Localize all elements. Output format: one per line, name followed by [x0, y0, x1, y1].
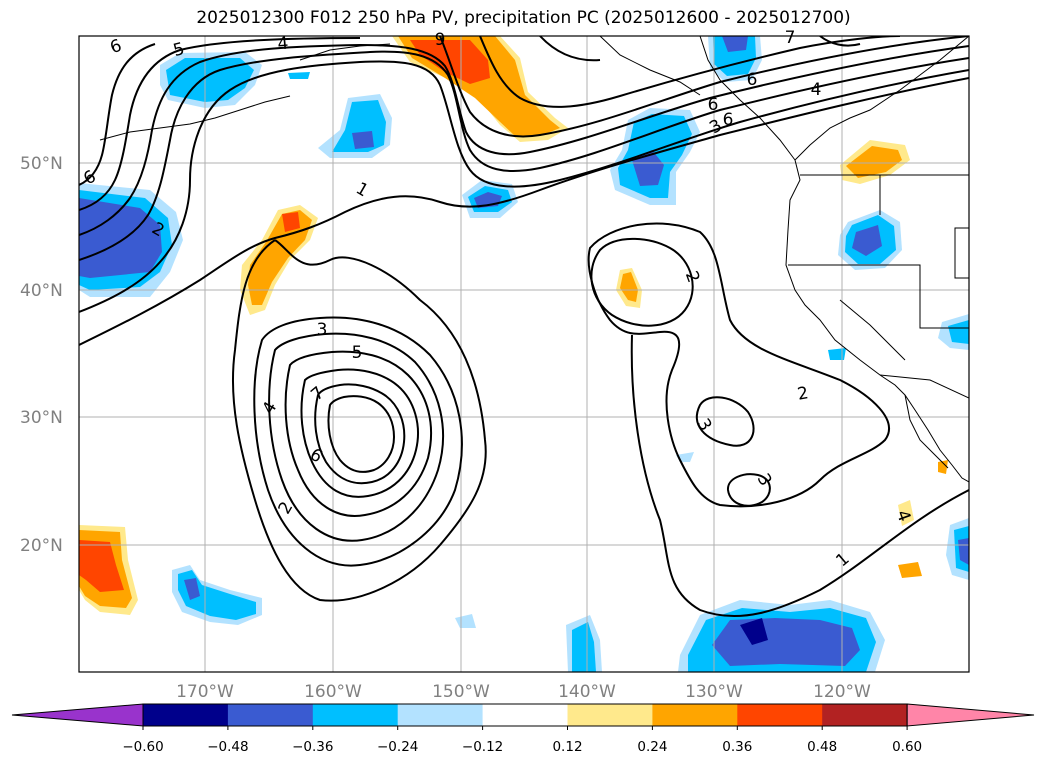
colorbar-tick-label: −0.12 — [462, 739, 503, 755]
contour-label: 6 — [723, 110, 734, 130]
lat-label: 50°N — [20, 154, 63, 174]
precip-blob-gulf — [462, 180, 518, 218]
map-frame — [78, 35, 970, 673]
precip-blob-nw — [160, 52, 310, 108]
contour-label: 2 — [796, 383, 810, 405]
contour-label: 9 — [435, 30, 446, 50]
precip-blob-hawaii-south — [172, 565, 262, 625]
colorbar-tick-label: 0.24 — [637, 739, 667, 755]
precip-blob-aleutian — [318, 94, 392, 158]
precip-blob-south-east — [678, 600, 885, 672]
precip-blob-nevada — [838, 210, 902, 270]
lon-label: 150°W — [432, 682, 490, 702]
colorbar-segment — [482, 704, 568, 726]
lon-label: 170°W — [176, 682, 234, 702]
colorbar-segment — [822, 704, 908, 726]
contour-label: 3 — [317, 320, 328, 340]
precip-blob-east — [938, 314, 969, 350]
colorbar-tick-label: 0.36 — [722, 739, 752, 755]
colorbar-segment — [737, 704, 823, 726]
contour-label: 6 — [708, 95, 719, 115]
colorbar-tick-label: 0.48 — [807, 739, 837, 755]
contour-label: 6 — [107, 36, 124, 58]
colorbar-extend-low — [11, 703, 144, 727]
colorbar-segment — [312, 704, 399, 726]
contour-label: 1 — [352, 179, 371, 202]
colorbar-segment — [397, 704, 484, 726]
figure-title: 2025012300 F012 250 hPa PV, precipitatio… — [196, 8, 851, 28]
precip-blob-central-orange — [240, 205, 318, 315]
colorbar-frame — [142, 703, 908, 727]
precip-shading — [79, 36, 969, 672]
lat-label: 30°N — [20, 408, 63, 428]
lon-label: 140°W — [558, 682, 616, 702]
contour-label: 5 — [171, 39, 187, 61]
colorbar-segment — [567, 704, 653, 726]
colorbar-tick-label: 0.12 — [552, 739, 582, 755]
colorbar-tick-label: −0.48 — [207, 739, 248, 755]
contour-label: 1 — [832, 549, 853, 571]
lon-label: 120°W — [813, 682, 871, 702]
colorbar-segment — [652, 704, 738, 726]
colorbar-tick-label: −0.36 — [292, 739, 333, 755]
contour-label: 7 — [307, 383, 328, 405]
contour-label: 5 — [352, 343, 363, 363]
longitude-labels: 170°W 160°W 150°W 140°W 130°W 120°W — [176, 682, 871, 702]
colorbar-tick-label: −0.24 — [377, 739, 418, 755]
lon-label: 130°W — [685, 682, 743, 702]
lat-label: 20°N — [20, 536, 63, 556]
contour-label: 4 — [277, 34, 290, 55]
colorbar-tick-label: −0.60 — [122, 739, 163, 755]
contour-label: 7 — [785, 28, 796, 48]
precip-blob-idaho — [840, 140, 910, 184]
graticule — [79, 36, 969, 672]
contour-label: 4 — [811, 80, 822, 100]
precip-blob-west — [79, 183, 183, 297]
lon-label: 160°W — [304, 682, 362, 702]
colorbar: −0.60 −0.48 −0.36 −0.24 −0.12 0.12 0.24 0.36 0.4… — [11, 703, 1035, 755]
contour-label: 6 — [747, 70, 758, 90]
contour-label: 3 — [753, 470, 776, 489]
precip-blob-small-orange — [616, 268, 642, 308]
colorbar-tick-label: 0.60 — [892, 739, 922, 755]
latitude-labels: 50°N 40°N 30°N 20°N — [20, 154, 63, 556]
lat-label: 40°N — [20, 281, 63, 301]
precip-blob-north-orange — [392, 36, 568, 142]
precip-blob-bc — [610, 108, 700, 205]
precip-blob-south-center — [455, 614, 602, 672]
precip-blob-sw-orange — [79, 525, 138, 615]
pv-contours — [79, 36, 969, 618]
colorbar-segment — [143, 704, 229, 726]
colorbar-extend-high — [906, 703, 1035, 727]
colorbar-segment — [227, 704, 314, 726]
